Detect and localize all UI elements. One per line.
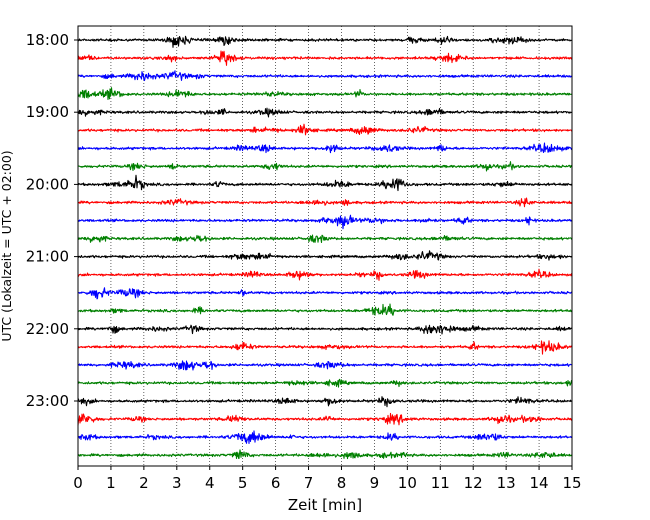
trace-1815 [77, 50, 573, 66]
seismogram-traces [77, 35, 573, 460]
x-tick-label: 15 [562, 474, 581, 492]
trace-1915 [77, 123, 573, 136]
x-tick-label: 6 [271, 474, 281, 492]
y-axis-label: UTC (Lokalzeit = UTC + 02:00) [0, 150, 14, 341]
x-tick-label: 7 [304, 474, 314, 492]
y-tick-label: 20:00 [26, 175, 69, 193]
x-tick-label: 11 [431, 474, 450, 492]
trace-2215 [77, 340, 573, 355]
plot-frame [77, 25, 573, 467]
x-tick-label: 0 [73, 474, 83, 492]
y-tick-label: 21:00 [26, 248, 69, 266]
grid-lines [110, 26, 540, 466]
x-tick-label: 12 [464, 474, 483, 492]
trace-2030 [77, 214, 573, 230]
trace-2230 [77, 360, 573, 371]
trace-1900 [77, 107, 573, 118]
x-tick-label: 2 [139, 474, 149, 492]
x-tick-label: 4 [205, 474, 215, 492]
y-tick-label: 23:00 [26, 392, 69, 410]
x-tick-label: 3 [172, 474, 182, 492]
trace-2345 [77, 449, 573, 460]
x-tick-label: 5 [238, 474, 248, 492]
trace-1830 [77, 70, 573, 82]
x-tick-label: 1 [106, 474, 116, 492]
trace-2115 [77, 268, 573, 281]
x-tick-label: 10 [398, 474, 417, 492]
y-axis-ticks: 18:00 19:00 20:00 21:00 22:00 23:00 [26, 31, 78, 410]
trace-1945 [77, 161, 573, 172]
trace-2330 [77, 430, 573, 445]
x-tick-label: 13 [497, 474, 516, 492]
trace-2130 [77, 287, 573, 300]
x-tick-label: 8 [337, 474, 347, 492]
trace-2245 [77, 378, 573, 388]
x-tick-label: 9 [370, 474, 380, 492]
trace-1930 [77, 142, 573, 154]
trace-1845 [77, 87, 573, 100]
trace-2000 [77, 174, 573, 192]
x-axis-ticks: 0 1 2 3 4 5 6 7 8 9 10 11 12 13 14 15 [73, 466, 582, 492]
trace-2315 [77, 412, 573, 426]
trace-2045 [77, 234, 573, 244]
trace-2145 [77, 303, 573, 316]
trace-2200 [77, 324, 573, 335]
y-tick-label: 22:00 [26, 320, 69, 338]
trace-2100 [77, 250, 573, 261]
x-axis-label: Zeit [min] [288, 496, 362, 514]
x-tick-label: 14 [530, 474, 549, 492]
trace-2015 [77, 197, 573, 208]
y-tick-label: 18:00 [26, 31, 69, 49]
trace-1800 [77, 35, 573, 48]
trace-2300 [77, 396, 573, 408]
y-tick-label: 19:00 [26, 103, 69, 121]
